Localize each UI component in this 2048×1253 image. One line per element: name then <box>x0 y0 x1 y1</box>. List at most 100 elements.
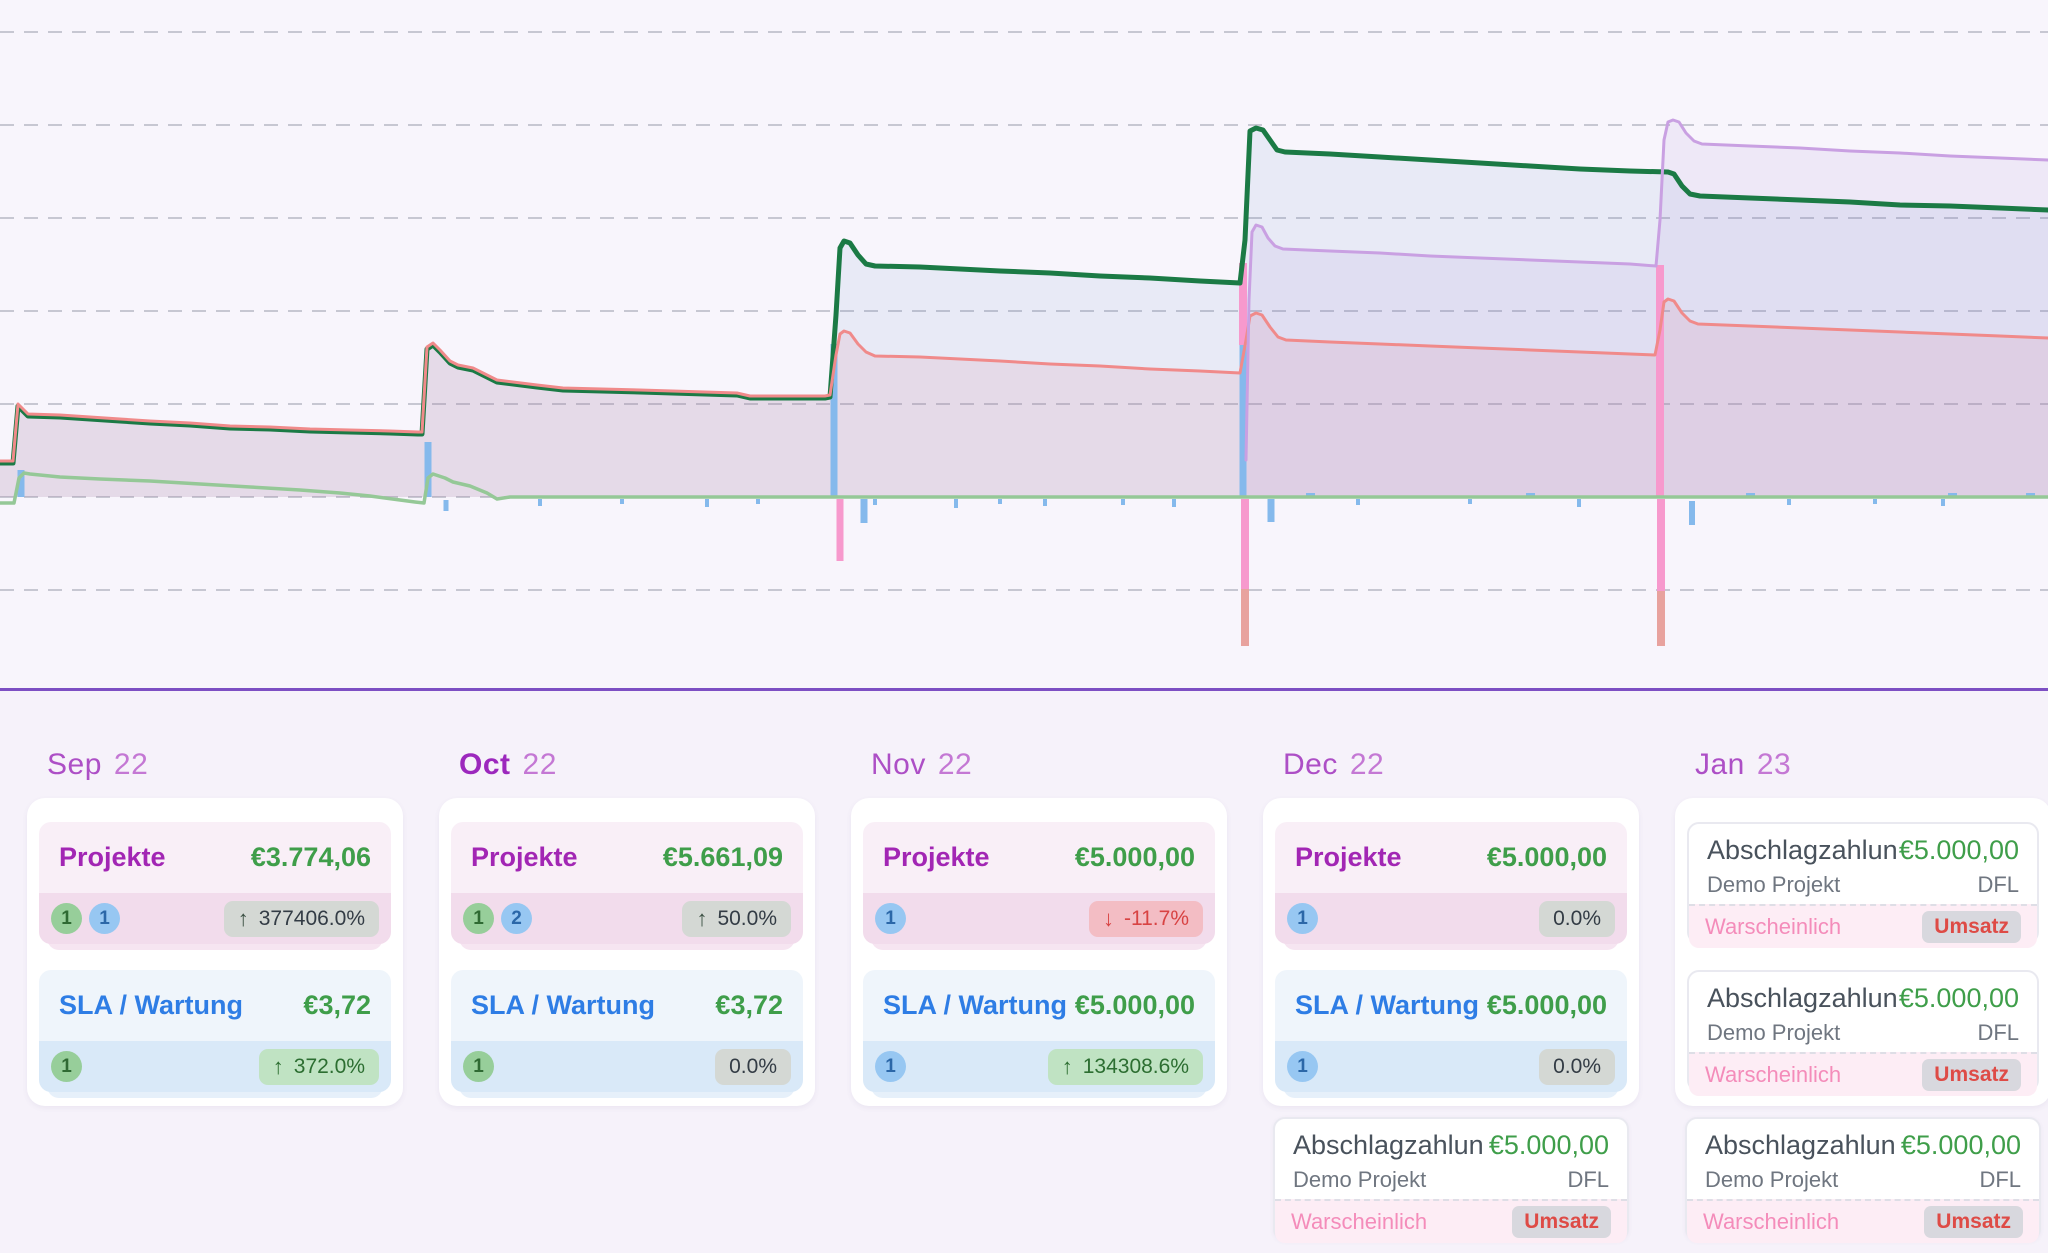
green-count-badge: 1 <box>463 1051 494 1082</box>
payment-amount: €5.000,00 <box>1898 835 2019 865</box>
payment-tag: Umsatz <box>1922 911 2021 943</box>
change-pill-red: ↓ -11.7% <box>1089 900 1203 937</box>
card-amount: €5.000,00 <box>1074 842 1195 872</box>
minor-tick <box>1873 499 1877 504</box>
change-pill-gray: 0.0% <box>1539 900 1615 937</box>
card-amount: €5.661,09 <box>662 842 783 872</box>
payment-card-body: Abschlagzahlun €5.000,00 Demo Projekt DFL <box>1689 824 2037 904</box>
change-percent: 0.0% <box>729 1054 777 1078</box>
salmon-series-line <box>0 297 2048 463</box>
category-card-header: Projekte €3.774,06 <box>39 822 391 893</box>
baseline-dash <box>2026 493 2035 497</box>
card-title: SLA / Wartung <box>1295 990 1479 1020</box>
payment-code: DFL <box>1977 1020 2019 1045</box>
category-card-sla[interactable]: SLA / Wartung €5.000,00 1 ↑ 134308.6% <box>863 970 1215 1098</box>
minor-tick <box>1356 499 1360 505</box>
payment-card-body: Abschlagzahlun €5.000,00 Demo Projekt DFL <box>1275 1119 1627 1199</box>
payment-project: Demo Projekt <box>1707 1020 1841 1045</box>
payment-project: Demo Projekt <box>1705 1167 1839 1192</box>
payment-tag: Umsatz <box>1924 1206 2023 1238</box>
baseline-dash <box>1746 493 1755 497</box>
arrow-up-icon: ↑ <box>237 905 249 931</box>
change-pill-green: ↑ 372.0% <box>258 1048 379 1085</box>
minor-tick <box>1787 499 1791 505</box>
category-card-projekte[interactable]: Projekte €3.774,06 1 1 ↑ 377406.0% <box>39 822 391 950</box>
payment-card-footer: Warscheinlich Umsatz <box>1275 1199 1627 1243</box>
minor-tick <box>998 499 1002 504</box>
month-header: Sep 22 <box>47 748 148 782</box>
month-year: 22 <box>113 748 149 781</box>
month-card-container: Projekte €5.000,00 1 0.0% SLA / Wartung €5.00… <box>1263 798 1639 1106</box>
card-amount: €3,72 <box>715 990 783 1020</box>
category-card-sla[interactable]: SLA / Wartung €3,72 1 0.0% <box>451 970 803 1098</box>
payment-card-footer: Warscheinlich Umsatz <box>1689 904 2037 948</box>
green-count-badge: 1 <box>51 1051 82 1082</box>
month-column-oct: Oct 22 Projekte €5.661,09 1 2 ↑ 50.0% SLA / Wart… <box>439 0 815 1253</box>
payment-card-body: Abschlagzahlun €5.000,00 Demo Projekt DFL <box>1687 1119 2039 1199</box>
payment-card-footer: Warscheinlich Umsatz <box>1687 1199 2039 1243</box>
pink-bar <box>1657 499 1665 591</box>
blue-bar <box>1267 499 1275 522</box>
chart-background <box>0 0 2048 688</box>
payment-card[interactable]: Abschlagzahlun €5.000,00 Demo Projekt DFL Wa… <box>1685 1117 2041 1243</box>
blue-bar <box>1239 343 1247 497</box>
category-card-footer: 1 0.0% <box>1275 1041 1627 1092</box>
pink-bar <box>836 499 844 561</box>
payment-card[interactable]: Abschlagzahlun €5.000,00 Demo Projekt DFL Wa… <box>1273 1117 1629 1243</box>
minor-tick <box>538 499 542 506</box>
payment-subtitle-row: Demo Projekt DFL <box>1707 1020 2019 1046</box>
month-name: Nov <box>871 748 926 781</box>
payment-title: Abschlagzahlun <box>1705 1130 1896 1160</box>
category-card-sla[interactable]: SLA / Wartung €3,72 1 ↑ 372.0% <box>39 970 391 1098</box>
month-name: Sep <box>47 748 102 781</box>
payment-project: Demo Projekt <box>1293 1167 1427 1192</box>
forecast-chart[interactable] <box>0 0 2048 691</box>
change-percent: 0.0% <box>1553 1054 1601 1078</box>
category-card-header: SLA / Wartung €3,72 <box>39 970 391 1041</box>
minor-tick <box>1172 499 1176 507</box>
category-card-sla[interactable]: SLA / Wartung €5.000,00 1 0.0% <box>1275 970 1627 1098</box>
blue-bar <box>1689 501 1695 525</box>
badge-group: 1 <box>1287 1051 1318 1082</box>
month-name: Oct <box>459 748 511 781</box>
blue-bar <box>443 500 449 511</box>
category-card-header: SLA / Wartung €5.000,00 <box>863 970 1215 1041</box>
payment-card-footer: Warscheinlich Umsatz <box>1689 1052 2037 1096</box>
category-card-footer: 1 ↑ 134308.6% <box>863 1041 1215 1092</box>
pink-bar <box>1656 265 1664 497</box>
blue-bar <box>17 470 25 497</box>
arrow-up-icon: ↑ <box>696 905 708 931</box>
card-amount: €3,72 <box>303 990 371 1020</box>
category-card-footer: 1 0.0% <box>451 1041 803 1092</box>
payment-project: Demo Projekt <box>1707 872 1841 897</box>
category-card-projekte[interactable]: Projekte €5.000,00 1 ↓ -11.7% <box>863 822 1215 950</box>
month-card-container: Projekte €5.661,09 1 2 ↑ 50.0% SLA / Wartung €3… <box>439 798 815 1106</box>
change-percent: 377406.0% <box>258 906 365 930</box>
category-card-footer: 1 1 ↑ 377406.0% <box>39 893 391 944</box>
change-pill-gray: 0.0% <box>1539 1048 1615 1085</box>
month-header: Dec 22 <box>1283 748 1384 782</box>
payment-card-body: Abschlagzahlun €5.000,00 Demo Projekt DFL <box>1689 972 2037 1052</box>
minor-tick <box>1121 499 1125 505</box>
lightgreen-series-line <box>0 471 2048 505</box>
payment-card[interactable]: Abschlagzahlun €5.000,00 Demo Projekt DFL Wa… <box>1687 822 2039 948</box>
payment-status: Warscheinlich <box>1705 1062 1842 1087</box>
payment-title: Abschlagzahlun <box>1707 835 1898 865</box>
category-card-header: Projekte €5.661,09 <box>451 822 803 893</box>
category-card-footer: 1 ↓ -11.7% <box>863 893 1215 944</box>
category-card-projekte[interactable]: Projekte €5.000,00 1 0.0% <box>1275 822 1627 950</box>
green-area <box>0 128 2048 497</box>
blue-count-badge: 1 <box>875 903 906 934</box>
badge-group: 1 <box>463 1051 494 1082</box>
month-name: Jan <box>1695 748 1745 781</box>
payment-code: DFL <box>1979 1167 2021 1192</box>
month-year: 22 <box>522 748 557 781</box>
change-percent: 134308.6% <box>1082 1054 1189 1078</box>
minor-tick <box>705 499 709 507</box>
payment-subtitle-row: Demo Projekt DFL <box>1707 872 2019 898</box>
payment-card[interactable]: Abschlagzahlun €5.000,00 Demo Projekt DFL Wa… <box>1687 970 2039 1096</box>
minor-tick <box>1043 499 1047 506</box>
category-card-projekte[interactable]: Projekte €5.661,09 1 2 ↑ 50.0% <box>451 822 803 950</box>
